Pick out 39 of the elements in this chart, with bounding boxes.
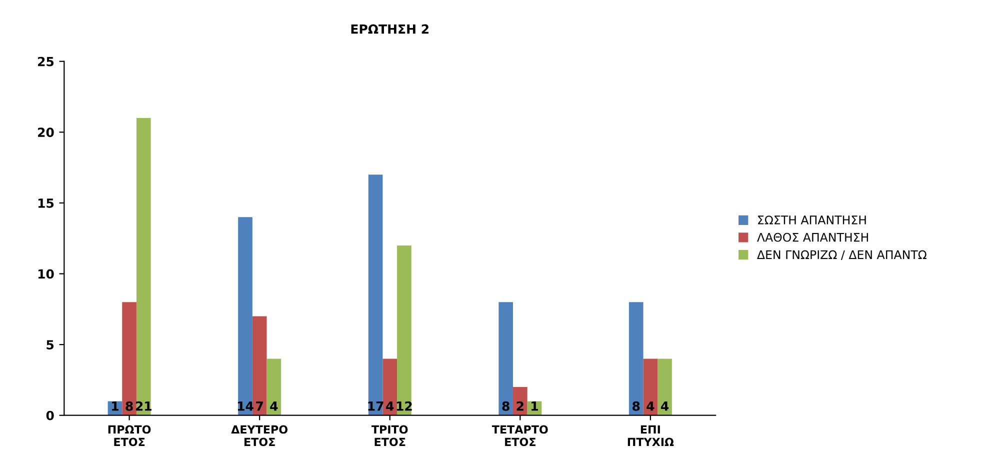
bar [122, 302, 136, 416]
y-tick-label: 0 [46, 410, 54, 420]
data-label: 8 [502, 401, 510, 411]
data-label: 2 [516, 401, 524, 411]
data-label: 4 [386, 402, 394, 411]
chart-title: ΕΡΩΤΗΣΗ 2 [351, 24, 428, 34]
data-label: 8 [632, 401, 640, 411]
bar [498, 302, 513, 416]
bar [658, 358, 672, 416]
bar [628, 302, 644, 416]
bar [368, 174, 383, 416]
bar [266, 358, 282, 416]
x-tick-label: ΔΕΥΤΕΡΟ ΕΤΟΣ [231, 425, 288, 446]
y-tick-label: 20 [38, 128, 54, 138]
y-tick-label: 15 [38, 198, 54, 208]
bar [238, 217, 252, 416]
data-label: 7 [256, 402, 263, 411]
data-label: 4 [646, 402, 654, 411]
data-label: 4 [660, 402, 669, 411]
bar [382, 358, 398, 416]
y-tick-label: 10 [38, 269, 54, 279]
y-tick-label: 25 [38, 56, 54, 66]
x-tick-label: ΤΡΙΤΟ ΕΤΟΣ [371, 425, 408, 446]
legend-label: ΔΕΝ ΓΝΩΡΙΖΩ / ΔΕΝ ΑΠΑΝΤΩ [757, 250, 926, 260]
data-label: 1 [112, 402, 118, 411]
data-label: 1 [532, 402, 538, 411]
bar [512, 387, 528, 416]
bar [252, 316, 267, 416]
x-tick-label: ΠΡΩΤΟ ΕΤΟΣ [108, 425, 151, 446]
bar [136, 118, 151, 416]
bar [397, 245, 412, 416]
bar [643, 358, 658, 416]
legend-label: ΛΑΘΟΣ ΑΠΑΝΤΗΣΗ [757, 232, 868, 242]
x-tick-label: ΤΕΤΑΡΤΟ ΕΤΟΣ [492, 425, 548, 446]
legend-label: ΣΩΣΤΗ ΑΠΑΝΤΗΣΗ [758, 216, 866, 224]
x-tick-label: ΕΠΙ ΠΤΥΧΙΩ [628, 425, 674, 446]
data-label: 8 [126, 401, 133, 411]
data-label: 4 [270, 402, 278, 411]
y-tick-label: 5 [46, 340, 54, 350]
